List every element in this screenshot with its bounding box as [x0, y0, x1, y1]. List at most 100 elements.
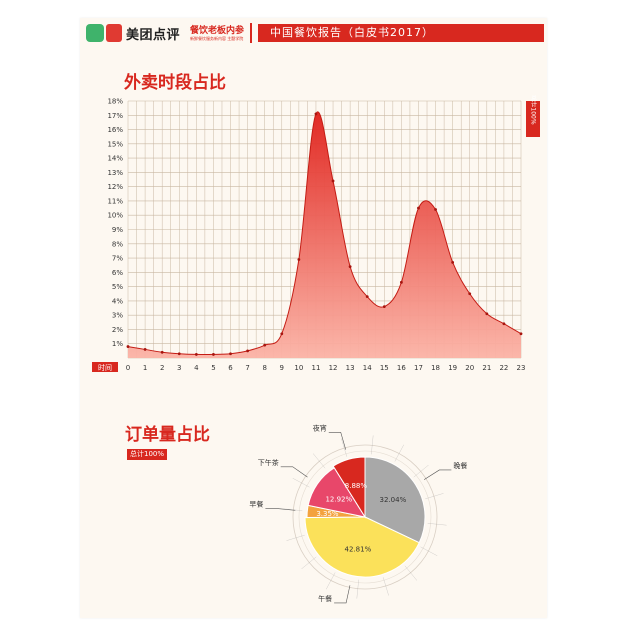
- pie-decor-tick: [312, 453, 326, 469]
- meituan-logo-icon: [86, 24, 104, 42]
- pie-decor-tick: [371, 435, 374, 455]
- sub-brand: 餐饮老板内参: [190, 26, 245, 36]
- pie-leader-line: [280, 466, 308, 478]
- pie-slice-label: 午餐: [318, 594, 332, 603]
- x-tick-label: 3: [177, 364, 181, 372]
- pie-decor-tick: [382, 577, 389, 596]
- pie-value-label: 32.04%: [380, 496, 407, 504]
- pie-slice: [364, 456, 426, 544]
- x-tick-label: 1: [143, 364, 147, 372]
- data-point: [434, 208, 437, 211]
- area-fill: [128, 111, 521, 358]
- pie-decor-tick: [283, 508, 303, 511]
- x-tick-label: 19: [448, 364, 457, 372]
- data-point: [314, 112, 318, 116]
- pie-outer-ring: [292, 444, 438, 590]
- pie-leader-line: [334, 585, 351, 604]
- y-tick-label: 16%: [107, 126, 123, 134]
- x-tick-label: 15: [380, 364, 389, 372]
- data-point: [229, 352, 232, 356]
- y-tick-label: 12%: [107, 183, 123, 191]
- pie-decor-tick: [286, 534, 305, 541]
- x-tick-label: 14: [363, 364, 372, 372]
- x-tick-label: 12: [329, 364, 338, 372]
- data-point: [399, 280, 403, 284]
- x-axis-label: 时间: [98, 363, 112, 372]
- brand-name: 美团点评: [126, 28, 181, 43]
- x-tick-label: 23: [517, 364, 526, 372]
- data-point: [382, 305, 386, 308]
- y-tick-label: 3%: [112, 312, 123, 320]
- pie-decor-tick: [394, 444, 404, 462]
- x-tick-label: 18: [431, 364, 440, 372]
- x-tick-label: 17: [414, 364, 423, 372]
- report-title: 中国餐饮报告（白皮书2017）: [258, 24, 544, 42]
- pie-slice-label: 早餐: [249, 500, 263, 509]
- area-chart-title: 外卖时段占比: [124, 73, 226, 93]
- y-tick-label: 17%: [107, 112, 123, 120]
- pie-chart-title: 订单量占比: [125, 425, 210, 445]
- pie-leader-line: [423, 469, 452, 480]
- x-tick-label: 22: [499, 364, 508, 372]
- data-point: [177, 352, 181, 356]
- pie-decor-tick: [341, 438, 348, 457]
- header-divider: [250, 23, 252, 43]
- pie-slice-label: 晚餐: [453, 461, 467, 470]
- x-tick-label: 8: [262, 364, 266, 372]
- data-point: [212, 353, 215, 356]
- pie-value-label: 12.92%: [325, 495, 352, 503]
- pie-value-label: 42.81%: [345, 546, 372, 554]
- y-tick-label: 13%: [107, 169, 123, 177]
- data-point: [331, 179, 335, 183]
- x-tick-label: 0: [126, 364, 130, 372]
- y-tick-label: 8%: [112, 240, 123, 248]
- total-vertical-badge: [526, 101, 540, 137]
- pie-slice: [304, 516, 420, 578]
- data-point: [160, 350, 164, 354]
- data-point: [263, 343, 267, 347]
- pie-decor-tick: [413, 464, 429, 478]
- y-tick-label: 18%: [107, 98, 123, 106]
- y-tick-label: 9%: [112, 226, 123, 234]
- x-tick-label: 16: [397, 364, 406, 372]
- x-tick-label: 5: [211, 364, 215, 372]
- data-point: [280, 332, 284, 336]
- report-page: 美团点评 餐饮老板内参 新鲜餐饮服务新内容 主题学院 中国餐饮报告（白皮书201…: [80, 18, 547, 618]
- x-tick-label: 10: [294, 364, 303, 372]
- pie-leader-line: [328, 432, 347, 450]
- data-point: [365, 295, 369, 299]
- data-point: [519, 332, 523, 336]
- pie-decor-tick: [292, 478, 310, 488]
- data-point: [468, 292, 472, 296]
- x-axis-label-tag: [92, 362, 118, 372]
- y-tick-label: 1%: [112, 340, 123, 348]
- data-point: [143, 348, 147, 351]
- pie-decor-tick: [356, 579, 359, 599]
- y-tick-label: 7%: [112, 255, 123, 263]
- pie-slice-label: 下午茶: [258, 458, 279, 467]
- pie-total-badge: 总计100%: [127, 449, 168, 460]
- y-tick-label: 10%: [107, 212, 123, 220]
- y-tick-label: 5%: [112, 283, 123, 291]
- data-point: [246, 349, 250, 353]
- dianping-logo-icon: [106, 24, 122, 42]
- data-point: [348, 265, 352, 269]
- y-tick-label: 11%: [107, 197, 123, 205]
- pie-outer-ring: [298, 450, 432, 584]
- pie-decor-tick: [326, 572, 336, 590]
- data-point: [194, 353, 198, 356]
- x-tick-label: 21: [482, 364, 491, 372]
- area-chart: 1% 2% 3% 4% 5% 6% 7% 8% 9% 10% 11% 12% 13% 14% 15% 16% 1…: [92, 95, 540, 372]
- y-tick-label: 15%: [107, 140, 123, 148]
- data-point: [126, 345, 130, 348]
- x-tick-label: 7: [245, 364, 249, 372]
- x-tick-label: 13: [346, 364, 355, 372]
- y-tick-label: 4%: [112, 297, 123, 305]
- pie-decor-tick: [427, 523, 447, 526]
- report-header: 美团点评 餐饮老板内参 新鲜餐饮服务新内容 主题学院 中国餐饮报告（白皮书201…: [80, 18, 547, 48]
- data-point: [485, 312, 489, 316]
- x-tick-label: 6: [228, 364, 233, 372]
- x-tick-label: 4: [194, 364, 199, 372]
- pie-decor-tick: [420, 546, 438, 556]
- sub-brand-tagline: 新鲜餐饮服务新内容 主题学院: [190, 36, 244, 41]
